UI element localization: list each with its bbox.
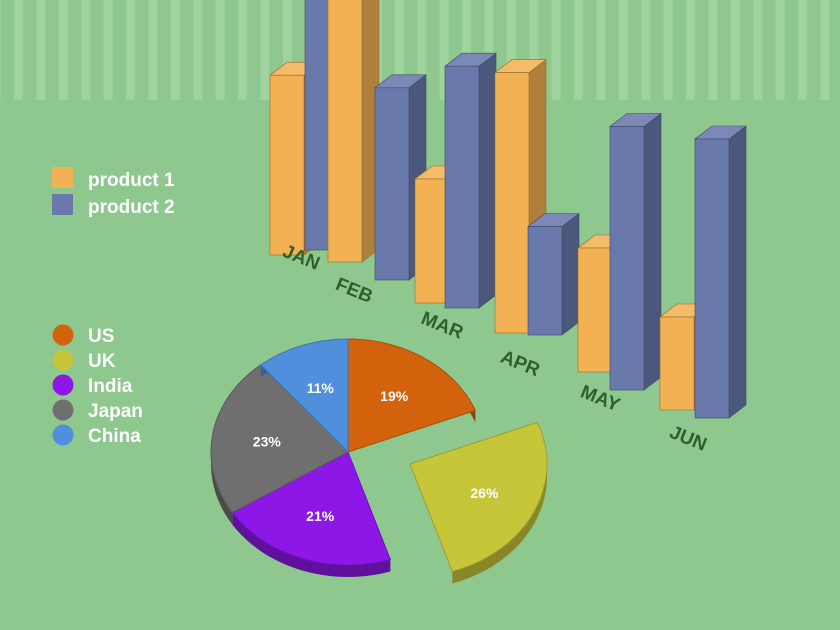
pie-label-japan: 23% <box>253 433 282 449</box>
bar-product-2-apr <box>527 212 580 336</box>
legend-swatch-china <box>52 424 74 446</box>
pie-label-us: 19% <box>380 388 409 404</box>
bar-product-2-mar <box>444 52 497 309</box>
legend-label-uk: UK <box>88 351 116 372</box>
pie-label-india: 21% <box>306 508 335 524</box>
legend-label-japan: Japan <box>88 401 143 422</box>
legend-label-us: US <box>88 326 114 347</box>
legend-swatch-india <box>52 374 74 396</box>
bar-legend: product 1 product 2 <box>52 167 175 218</box>
pie-slice-japan: 23% <box>210 364 349 525</box>
pie-slice-china: 11% <box>259 338 349 454</box>
bar-product-2-may <box>609 112 662 391</box>
pie-chart: 19% 26% 21% 23% 11% <box>210 338 548 584</box>
legend-swatch-uk <box>52 349 74 371</box>
pie-slice-us: 19% <box>347 338 477 453</box>
legend-label-china: China <box>88 426 141 447</box>
pie-label-uk: 26% <box>470 485 499 501</box>
bar-product-2-jun <box>694 125 747 419</box>
pie-slice-uk: 26% <box>409 421 548 584</box>
legend-label-product-2: product 2 <box>88 197 175 218</box>
legend-swatch-product-1 <box>52 167 73 188</box>
legend-label-product-1: product 1 <box>88 170 175 191</box>
pie-slice-india: 21% <box>231 451 391 577</box>
legend-label-india: India <box>88 376 133 397</box>
legend-swatch-japan <box>52 399 74 421</box>
pie-label-china: 11% <box>307 380 335 396</box>
legend-swatch-product-2 <box>52 194 73 215</box>
bar-product-1-feb <box>327 0 380 263</box>
legend-swatch-us <box>52 324 74 346</box>
pie-legend: US UK India Japan China <box>52 324 143 447</box>
